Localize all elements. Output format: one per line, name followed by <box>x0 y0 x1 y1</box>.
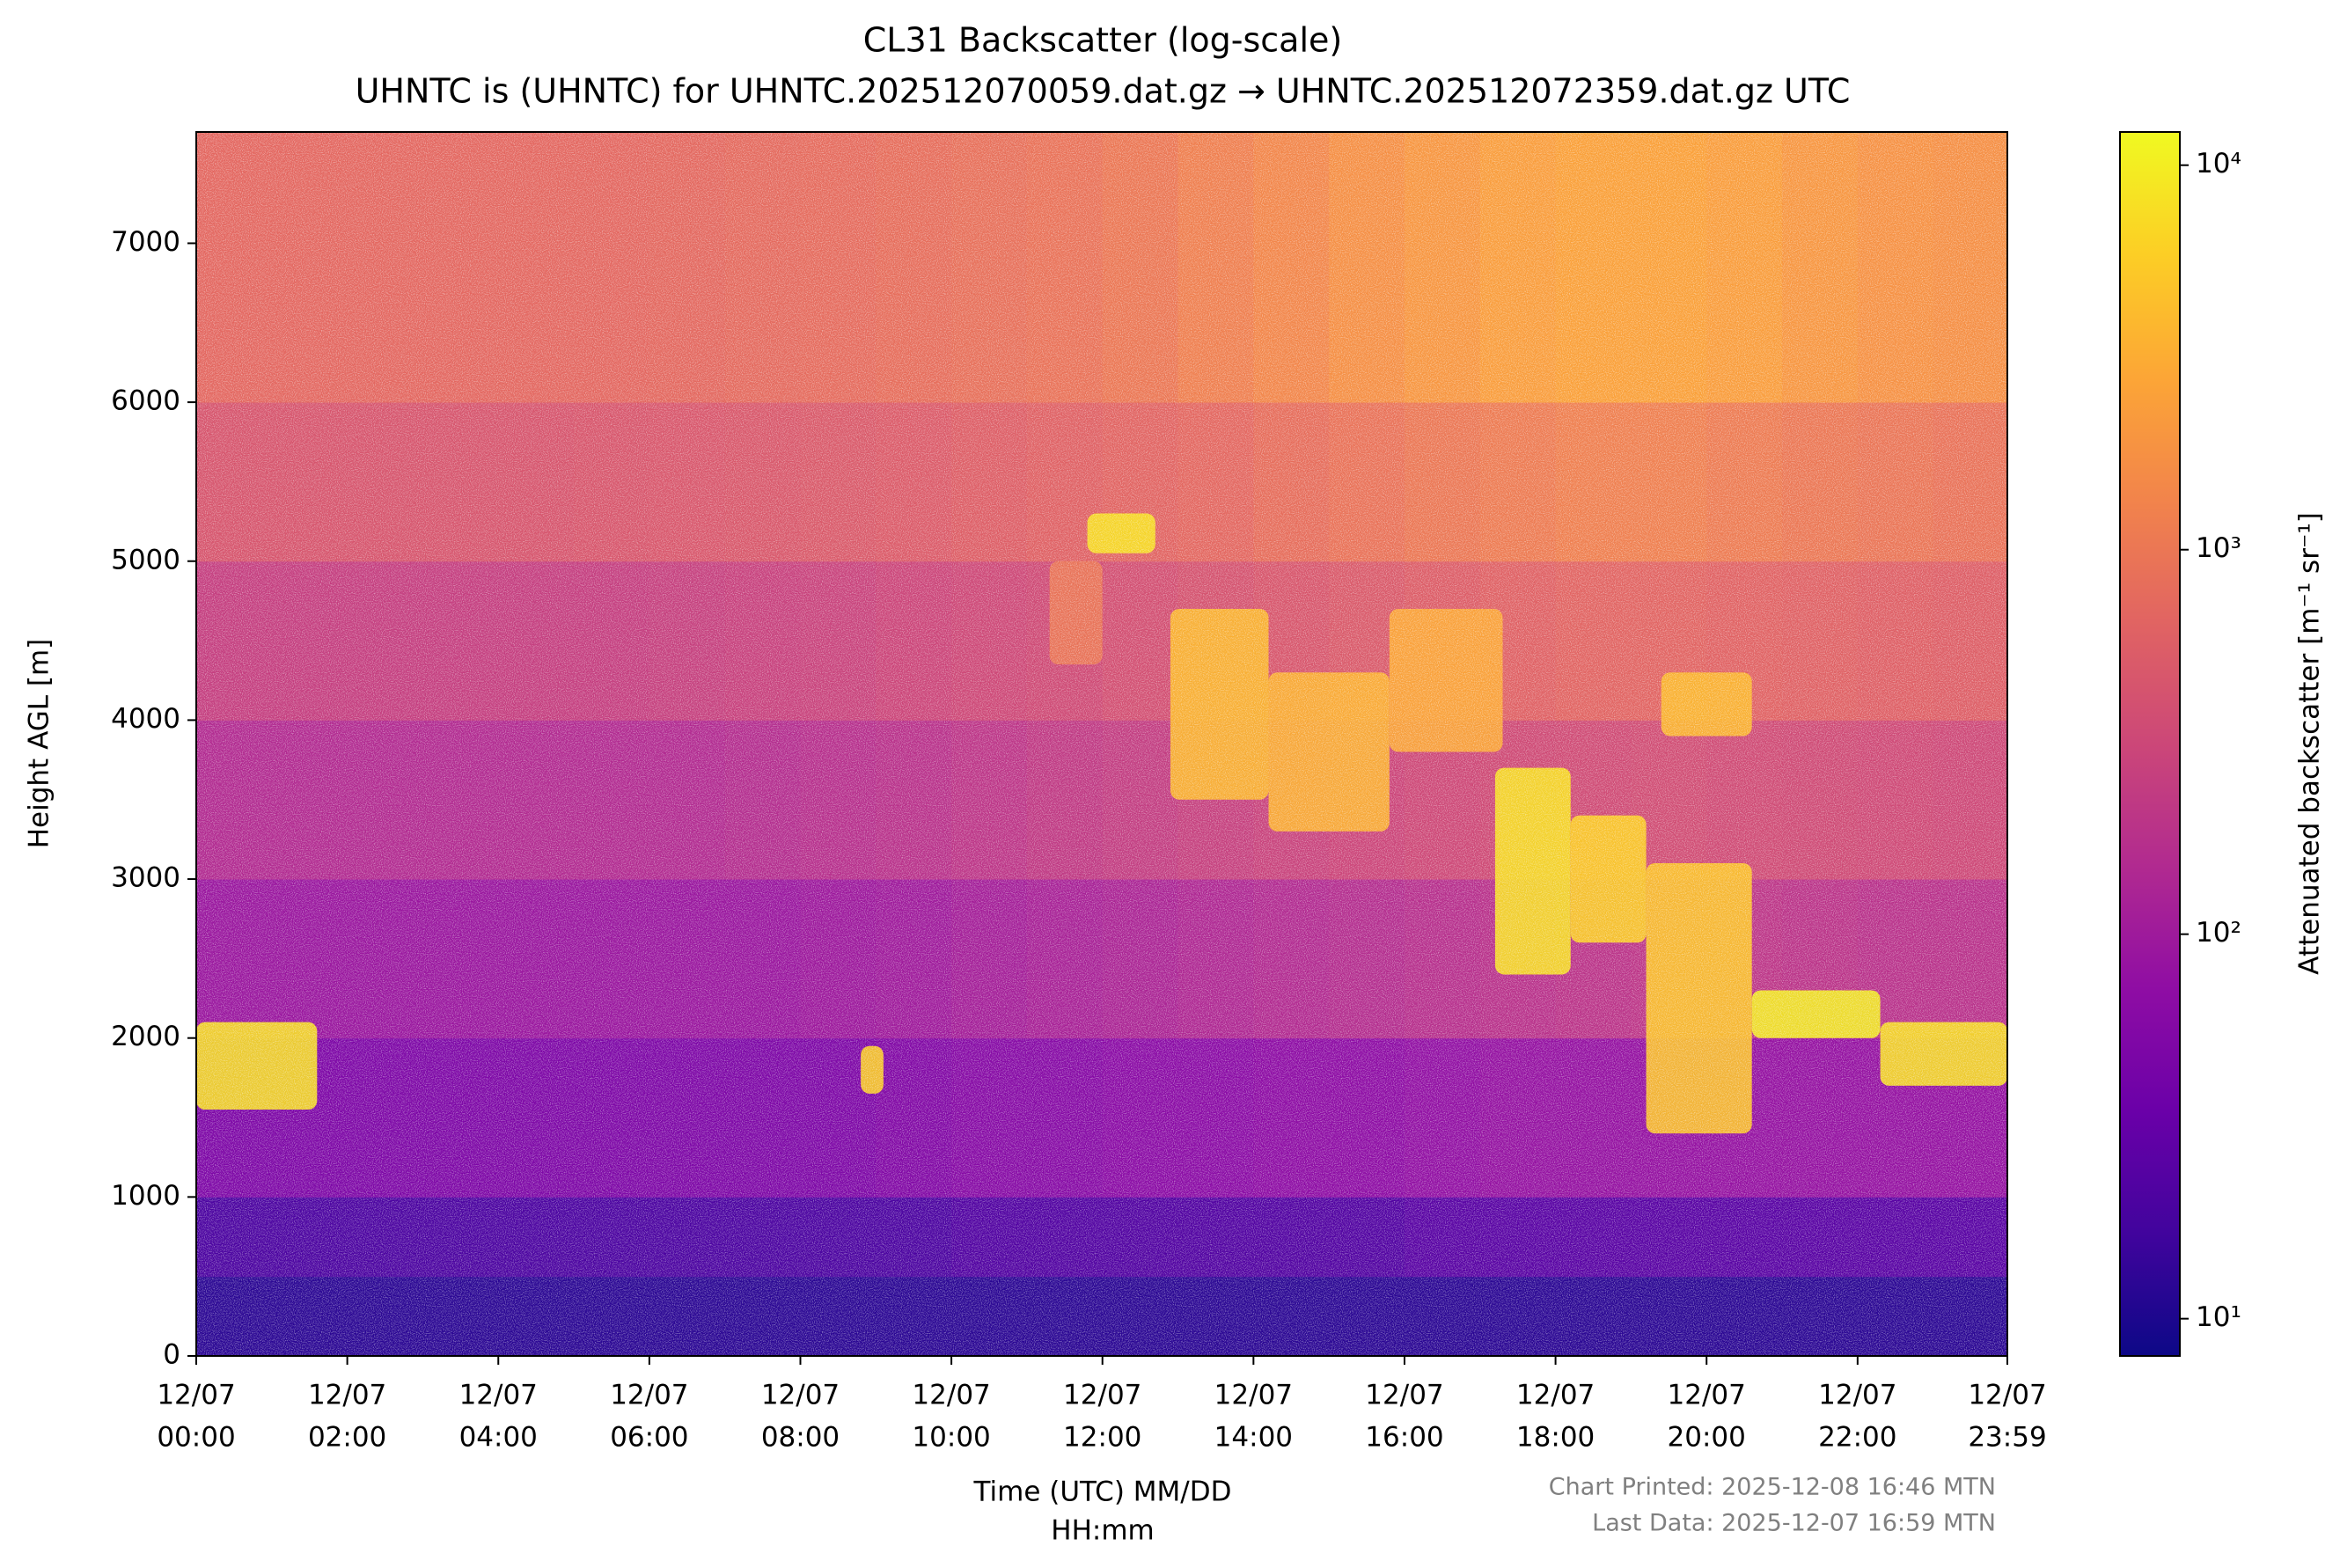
chart-subtitle: UHNTC is (UHNTC) for UHNTC.202512070059.… <box>356 72 1851 111</box>
y-axis-label: Height AGL [m] <box>24 639 55 849</box>
y-tick-label: 5000 <box>111 544 180 575</box>
colorbar-tick-label: 10¹ <box>2196 1301 2241 1333</box>
x-axis-label: Time (UTC) MM/DD <box>973 1476 1232 1508</box>
x-tick-label: 12/07 <box>157 1380 235 1411</box>
x-tick-label: 12/07 <box>1668 1380 1746 1411</box>
colorbar-tick-label: 10⁴ <box>2196 148 2241 180</box>
noise-texture <box>196 132 2007 1356</box>
x-tick-label: 23:59 <box>1968 1422 2046 1454</box>
x-tick-label: 12/07 <box>308 1380 386 1411</box>
x-tick-label: 12/07 <box>912 1380 990 1411</box>
chart-title: CL31 Backscatter (log-scale) <box>863 21 1342 60</box>
y-tick-label: 4000 <box>111 703 180 735</box>
x-tick-label: 12/07 <box>610 1380 688 1411</box>
x-tick-label: 22:00 <box>1818 1422 1896 1454</box>
footnote: Last Data: 2025-12-07 16:59 MTN <box>1592 1510 1996 1537</box>
x-tick-label: 12:00 <box>1063 1422 1141 1454</box>
y-tick-label: 6000 <box>111 385 180 417</box>
x-tick-label: 06:00 <box>610 1422 688 1454</box>
x-tick-label: 12/07 <box>1063 1380 1141 1411</box>
colorbar <box>2119 131 2181 1357</box>
x-tick-label: 00:00 <box>157 1422 235 1454</box>
colorbar-label: Attenuated backscatter [m⁻¹ sr⁻¹] <box>2294 512 2326 975</box>
y-tick-label: 7000 <box>111 226 180 258</box>
x-tick-label: 10:00 <box>912 1422 990 1454</box>
x-tick-label: 12/07 <box>1968 1380 2046 1411</box>
y-tick-label: 1000 <box>111 1180 180 1212</box>
x-tick-label: 12/07 <box>1214 1380 1293 1411</box>
x-tick-label: 02:00 <box>308 1422 386 1454</box>
x-tick-label: 14:00 <box>1214 1422 1293 1454</box>
y-tick-label: 2000 <box>111 1021 180 1052</box>
colorbar-tick-label: 10³ <box>2196 532 2241 564</box>
x-tick-label: 12/07 <box>1818 1380 1896 1411</box>
x-tick-label: 12/07 <box>459 1380 538 1411</box>
x-tick-label: 12/07 <box>1365 1380 1443 1411</box>
y-tick-label: 3000 <box>111 862 180 894</box>
y-tick-label: 0 <box>163 1339 180 1371</box>
x-tick-label: 16:00 <box>1365 1422 1443 1454</box>
colorbar-tick-label: 10² <box>2196 917 2241 949</box>
x-tick-label: 08:00 <box>761 1422 840 1454</box>
x-tick-label: 12/07 <box>1516 1380 1595 1411</box>
x-tick-label: 12/07 <box>761 1380 840 1411</box>
x-tick-label: 20:00 <box>1668 1422 1746 1454</box>
x-tick-label: 04:00 <box>459 1422 538 1454</box>
x-tick-label: 18:00 <box>1516 1422 1595 1454</box>
footnote: Chart Printed: 2025-12-08 16:46 MTN <box>1549 1474 1996 1501</box>
x-axis-label: HH:mm <box>1051 1515 1154 1547</box>
